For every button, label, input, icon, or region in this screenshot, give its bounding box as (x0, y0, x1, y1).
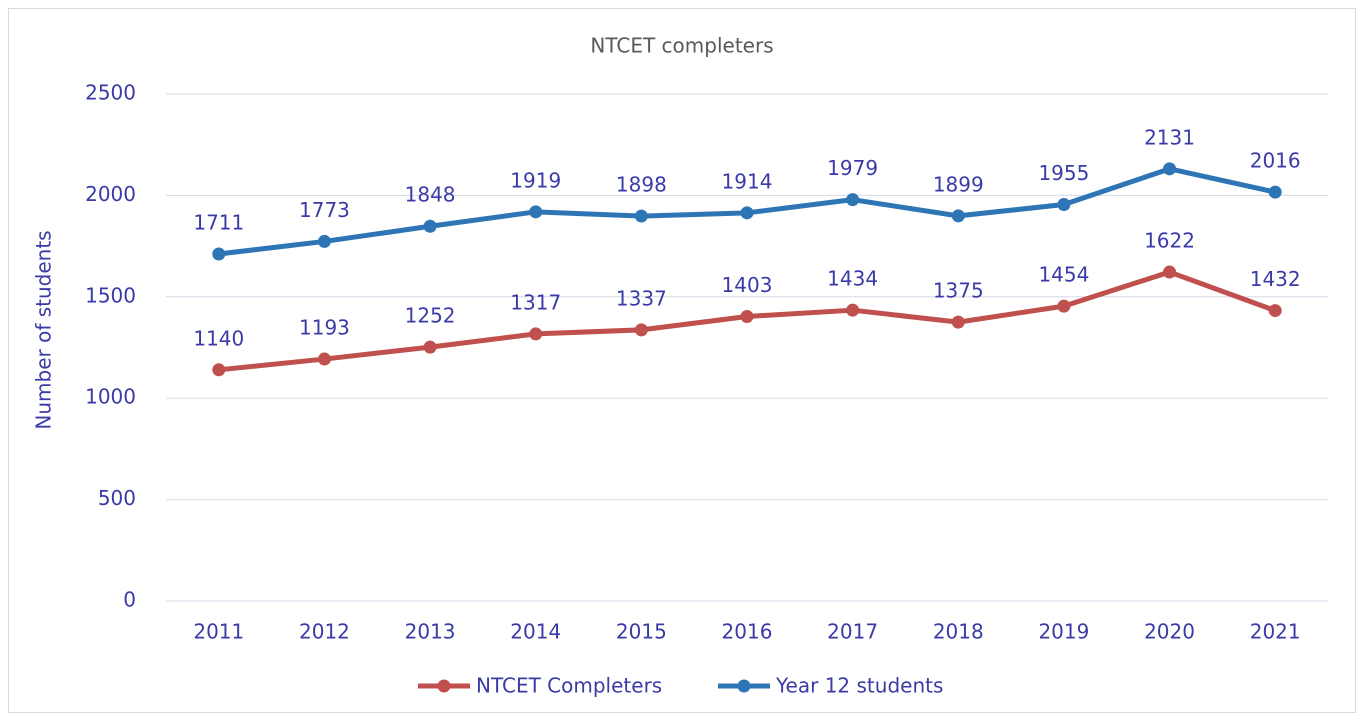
x-tick-label: 2019 (1038, 620, 1089, 644)
data-point (212, 363, 226, 377)
data-point (951, 209, 965, 223)
x-tick-label: 2011 (193, 620, 244, 644)
data-point (634, 209, 648, 223)
data-label: 1434 (827, 267, 878, 291)
y-tick-label: 0 (123, 588, 136, 612)
legend-label: Year 12 students (775, 674, 943, 698)
y-tick-label: 2000 (85, 182, 136, 206)
data-label: 1252 (405, 304, 456, 328)
data-point (1163, 265, 1177, 279)
x-tick-label: 2016 (722, 620, 773, 644)
data-point (317, 352, 331, 366)
data-point (1057, 198, 1071, 212)
data-point (423, 219, 437, 233)
x-tick-label: 2013 (405, 620, 456, 644)
data-label: 1919 (510, 168, 561, 192)
data-label: 1193 (299, 316, 350, 340)
data-point (1057, 299, 1071, 313)
chart-border (8, 8, 1356, 713)
x-tick-label: 2014 (510, 620, 561, 644)
data-label: 1337 (616, 286, 667, 310)
data-label: 1711 (193, 211, 244, 235)
x-tick-label: 2015 (616, 620, 667, 644)
data-label: 1432 (1250, 267, 1301, 291)
x-tick-label: 2012 (299, 620, 350, 644)
data-point (1268, 185, 1282, 199)
data-label: 1955 (1038, 161, 1089, 185)
data-point (634, 323, 648, 337)
data-label: 1773 (299, 198, 350, 222)
data-label: 1403 (722, 273, 773, 297)
data-point (317, 234, 331, 248)
data-point (740, 309, 754, 323)
data-label: 1140 (193, 326, 244, 350)
data-point (846, 193, 860, 207)
data-point (740, 206, 754, 220)
y-tick-label: 1000 (85, 385, 136, 409)
data-point (846, 303, 860, 317)
data-label: 1622 (1144, 229, 1195, 253)
legend-marker (737, 679, 751, 693)
data-label: 1317 (510, 290, 561, 314)
data-label: 2016 (1250, 149, 1301, 173)
y-axis-label: Number of students (32, 230, 56, 429)
data-label: 1848 (405, 183, 456, 207)
y-tick-label: 500 (98, 486, 136, 510)
y-tick-label: 2500 (85, 81, 136, 105)
data-point (212, 247, 226, 261)
x-tick-label: 2020 (1144, 620, 1195, 644)
data-point (423, 340, 437, 354)
x-tick-label: 2021 (1250, 620, 1301, 644)
data-label: 1375 (933, 279, 984, 303)
y-tick-label: 1500 (85, 283, 136, 307)
legend-marker (437, 679, 451, 693)
data-label: 1914 (722, 169, 773, 193)
chart-title: NTCET completers (590, 34, 773, 58)
x-tick-label: 2018 (933, 620, 984, 644)
x-tick-label: 2017 (827, 620, 878, 644)
data-label: 1979 (827, 156, 878, 180)
legend-label: NTCET Completers (476, 674, 662, 698)
data-label: 1454 (1038, 263, 1089, 287)
data-point (1268, 304, 1282, 318)
data-label: 1899 (933, 172, 984, 196)
data-label: 2131 (1144, 125, 1195, 149)
data-point (529, 327, 543, 341)
data-point (529, 205, 543, 219)
data-label: 1898 (616, 173, 667, 197)
data-point (1163, 162, 1177, 176)
data-point (951, 315, 965, 329)
